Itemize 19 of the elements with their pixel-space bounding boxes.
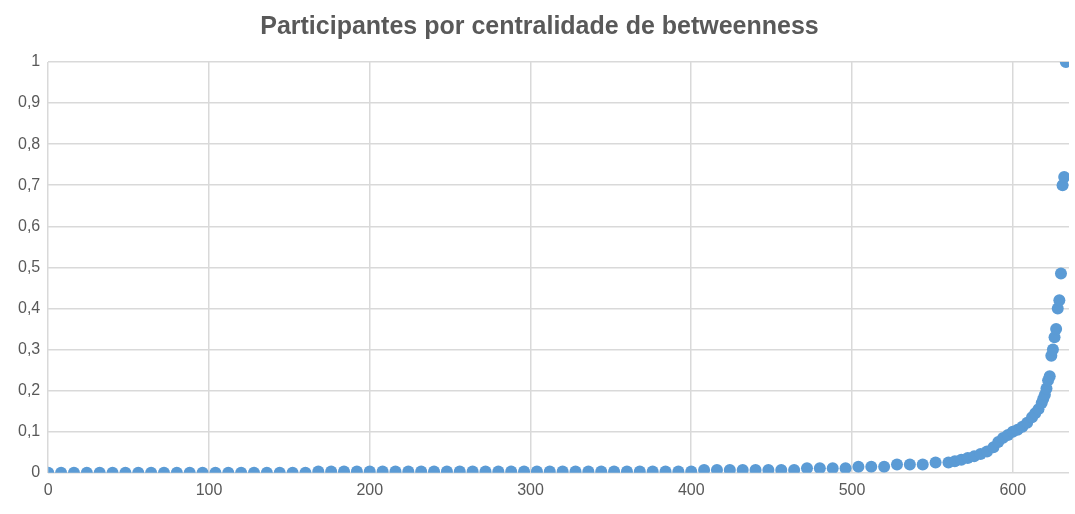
y-tick-label: 0,3: [17, 339, 41, 357]
x-tick-label: 200: [356, 480, 384, 498]
y-tick-label: 0,5: [17, 257, 41, 275]
y-tick-label: 0,2: [17, 381, 41, 399]
y-tick-label: 0,6: [17, 216, 41, 234]
y-tick-label: 0: [31, 463, 41, 481]
y-tick-label: 0,7: [17, 175, 41, 193]
y-tick-label: 1: [31, 52, 41, 70]
x-tick-label: 600: [999, 480, 1027, 498]
y-tick-label: 0,4: [17, 298, 41, 316]
x-tick-label: 300: [517, 480, 544, 498]
x-tick-label: 100: [195, 480, 223, 498]
y-tick-label: 0,1: [17, 422, 41, 440]
chart-title: Participantes por centralidade de betweenness: [260, 10, 819, 39]
y-tick-label: 0,8: [17, 134, 41, 152]
y-tick-label: 0,9: [17, 93, 41, 111]
x-tick-label: 0: [43, 480, 53, 498]
x-tick-label: 500: [838, 480, 866, 498]
x-tick-label: 400: [677, 480, 705, 498]
